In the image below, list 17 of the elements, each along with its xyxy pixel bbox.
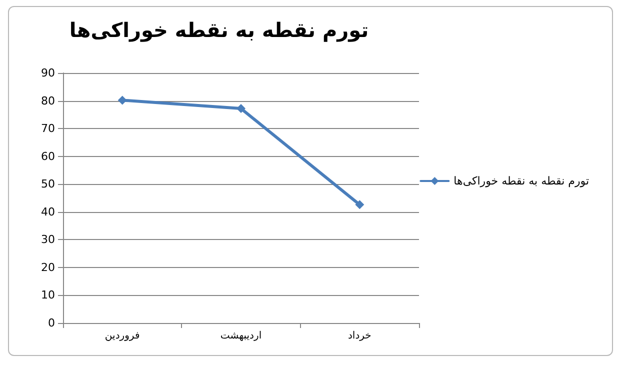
- y-tick-label: 70: [41, 122, 55, 136]
- y-tick-label: 0: [48, 316, 55, 330]
- y-tick-label: 20: [41, 260, 55, 274]
- y-tick-label: 90: [41, 66, 55, 80]
- y-tick-label: 10: [41, 288, 55, 302]
- y-tick-label: 40: [41, 205, 55, 218]
- x-tick-label: فروردین: [104, 330, 140, 342]
- x-tick-label: خرداد: [348, 330, 372, 342]
- y-tick-label: 80: [41, 94, 55, 108]
- point: [355, 200, 364, 210]
- y-tick-label: 50: [41, 178, 55, 191]
- legend-label: تورم نقطه به نقطه خوراکی‌ها: [454, 174, 590, 188]
- x-tick-label: اردیبهشت: [220, 330, 262, 342]
- chart-title: تورم نقطه به نقطه خوراکی‌ها: [69, 18, 369, 42]
- y-tick-label: 30: [41, 233, 55, 246]
- point: [236, 104, 246, 114]
- y-tick-label: 60: [41, 150, 55, 163]
